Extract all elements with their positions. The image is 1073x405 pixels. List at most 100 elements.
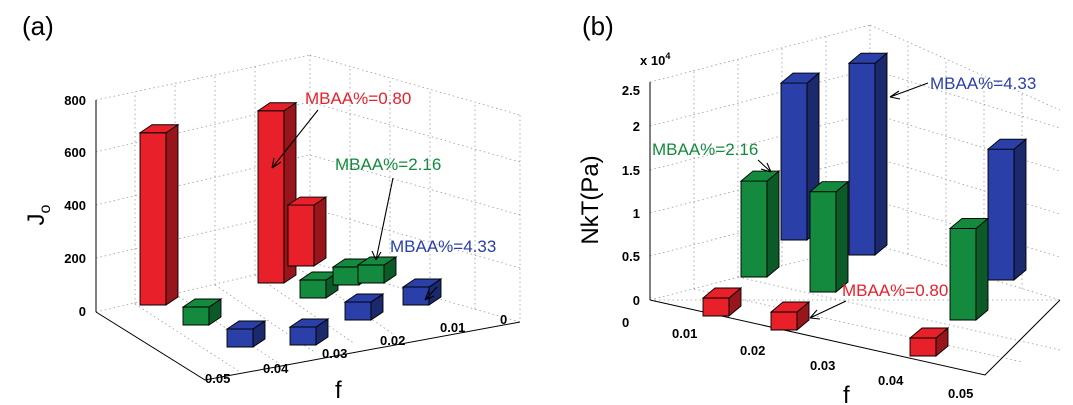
z-tick: 2 (633, 119, 640, 134)
annotation-mbaa-433: MBAA%=4.33 (930, 74, 1036, 93)
bar-face (986, 138, 1028, 150)
panel-a-label: (a) (22, 11, 54, 41)
annotation-mbaa-433: MBAA%=4.33 (390, 237, 496, 256)
bar-face (225, 320, 267, 330)
panel-b-bars (701, 52, 1028, 357)
f-tick: 0.03 (322, 346, 347, 361)
bar-face (987, 148, 1015, 281)
bar-face (288, 318, 330, 328)
f-tick: 0.02 (740, 343, 765, 358)
f-tick: 0.01 (672, 326, 697, 341)
bar-MBAA%=4.33-f0.04 (288, 318, 330, 346)
bar-face (401, 278, 443, 288)
bar-face (138, 124, 180, 134)
z-tick: 800 (64, 93, 86, 108)
z-tick: 2.5 (622, 83, 640, 98)
bar-MBAA%=0.80-f0.04 (908, 327, 950, 357)
bar-face (182, 306, 210, 326)
bar-face (874, 52, 888, 256)
panel-b: (b) x 104 0 0.5 1 1.5 2 2.5 NkT(Pa) 0 0.… (577, 11, 1061, 405)
f-tick: 0 (500, 312, 507, 327)
bar-face (809, 191, 837, 293)
arrow (424, 286, 438, 301)
f-tick: 0.01 (440, 320, 465, 335)
z-tick: 600 (64, 145, 86, 160)
bar-face (402, 286, 430, 306)
bar-face (286, 196, 328, 206)
bar-face (256, 102, 298, 112)
bar-face (847, 52, 889, 64)
arrow (757, 159, 772, 173)
bar-face (949, 227, 977, 321)
panel-a-axes (95, 100, 521, 381)
z-tick: 1.5 (622, 163, 640, 178)
panel-b-f-ticks: 0 0.01 0.02 0.03 0.04 0.05 (622, 315, 973, 401)
bar-face (909, 337, 937, 357)
bar-MBAA%=2.16-f0.01 (739, 170, 781, 278)
bar-MBAA%=4.33-f0.02 (847, 52, 889, 256)
panel-b-label: (b) (582, 11, 614, 41)
f-tick: 0.05 (205, 371, 230, 386)
bar-face (766, 170, 780, 278)
bar-MBAA%=0.80-f0.01 (701, 287, 743, 317)
bar-face (739, 170, 781, 182)
annotation-mbaa-216: MBAA%=2.16 (335, 155, 441, 174)
arrow (271, 109, 319, 169)
annotation-mbaa-216: MBAA%=2.16 (652, 140, 758, 159)
panel-a: (a) 0 200 400 600 800 Jo 0.05 0.04 0.03 … (22, 11, 521, 404)
bar-MBAA%=0.80-f0.02 (769, 301, 811, 331)
f-tick: 0.03 (810, 358, 835, 373)
bar-face (313, 196, 327, 267)
bar-MBAA%=2.16-f0.05 (181, 298, 223, 326)
arrow (371, 177, 394, 261)
bar-face (344, 301, 372, 321)
panel-a-xlabel: f (335, 377, 342, 404)
f-tick: 0.05 (948, 386, 973, 401)
bar-face (299, 279, 327, 299)
bar-MBAA%=0.80-f0.05 (138, 123, 180, 306)
bar-face (948, 217, 990, 229)
z-tick: 0 (79, 304, 86, 319)
bar-face (1013, 138, 1027, 281)
bar-face (357, 264, 385, 284)
bar-face (808, 181, 850, 193)
bar-MBAA%=4.33-f0.05 (225, 320, 267, 348)
bar-face (702, 297, 730, 317)
f-tick: 0.04 (878, 373, 904, 388)
bar-face (848, 62, 876, 256)
panel-a-f-ticks: 0.05 0.04 0.03 0.02 0.01 0 (205, 312, 507, 386)
bar-face (139, 132, 167, 306)
bar-face (356, 256, 398, 266)
bar-face (289, 326, 317, 346)
annotation-mbaa-080: MBAA%=0.80 (842, 281, 948, 300)
bar-MBAA%=4.33-f0.04 (986, 138, 1028, 281)
panel-b-z-ticks: 0 0.5 1 1.5 2 2.5 (622, 83, 640, 308)
arrow (889, 82, 929, 100)
bar-MBAA%=2.16-f0.02 (356, 256, 398, 284)
panel-a-bars (138, 101, 443, 348)
z-tick: 0 (633, 293, 640, 308)
bar-face (779, 72, 821, 84)
bar-face (343, 293, 385, 303)
bar-face (780, 82, 808, 241)
bar-face (332, 266, 360, 286)
z-tick: 200 (64, 251, 86, 266)
bar-face (226, 328, 254, 348)
bar-MBAA%=2.16-f0.04 (948, 217, 990, 321)
panel-b-axes (649, 82, 1061, 376)
annotation-mbaa-080: MBAA%=0.80 (305, 89, 411, 108)
bar-face (770, 311, 798, 331)
bar-MBAA%=2.16-f0.02 (808, 180, 850, 293)
panel-b-xlabel: f (843, 382, 850, 405)
bar-MBAA%=0.80-f0.03 (286, 196, 328, 267)
z-tick: 1 (633, 206, 640, 221)
bar-MBAA%=2.16-f0.04 (298, 271, 340, 299)
f-tick: 0.02 (380, 333, 405, 348)
bar-MBAA%=4.33-f0.03 (343, 293, 385, 321)
f-tick: 0 (622, 315, 629, 330)
z-tick: 400 (64, 198, 86, 213)
bar-MBAA%=4.33-f0.02 (401, 278, 443, 306)
bar-face (181, 298, 223, 308)
bar-face (165, 123, 179, 306)
